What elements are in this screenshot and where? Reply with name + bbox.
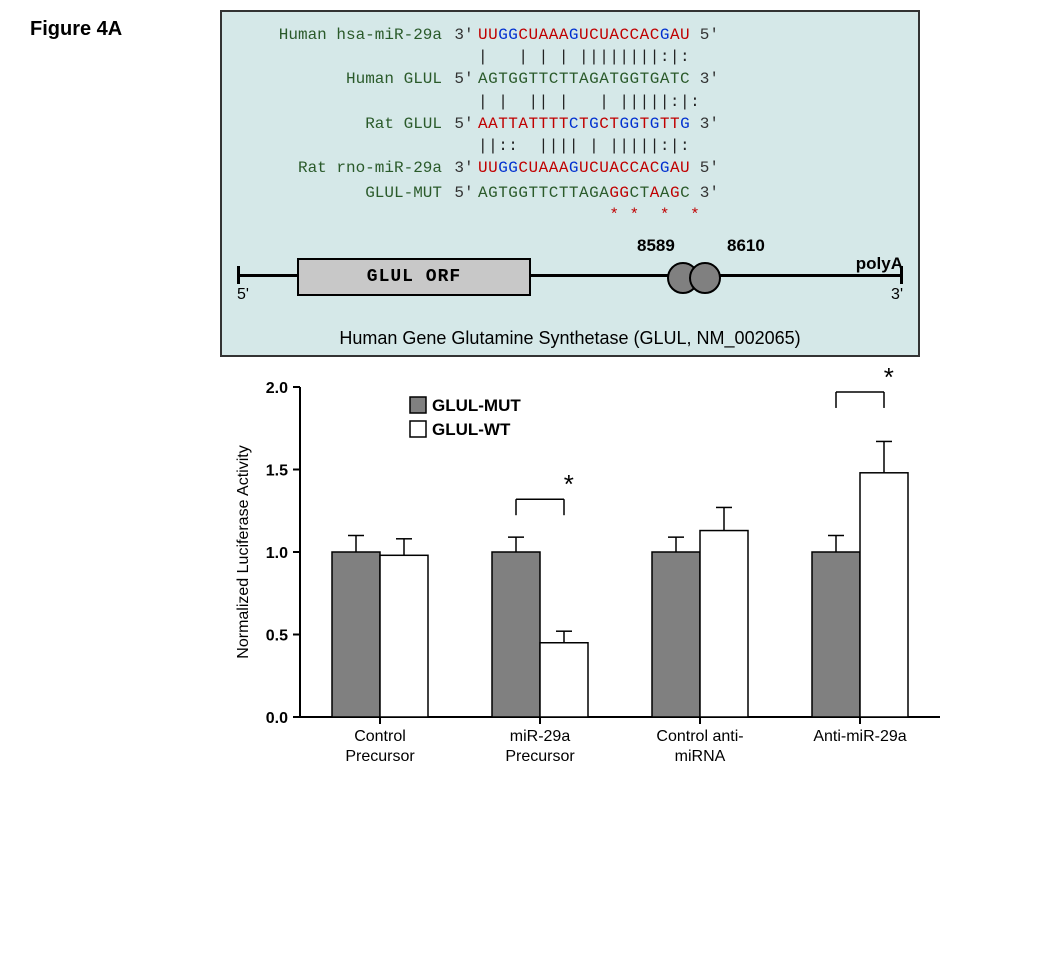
- seq-end-3p: 3': [690, 182, 718, 204]
- sequence-row: Rat rno-miR-29a3'UUGGCUAAAGUCUACCACGAU 5…: [237, 157, 903, 179]
- alignment-block: Human hsa-miR-29a3'UUGGCUAAAGUCUACCACGAU…: [237, 24, 903, 224]
- sequence-row: Human GLUL5'AGTGGTTCTTAGATGGTGATC 3': [237, 68, 903, 90]
- y-tick-label: 0.5: [266, 627, 288, 644]
- sequence-body: AATTATTTTCTGCTGGTGTTG: [478, 113, 690, 135]
- sequence-label: Human hsa-miR-29a: [237, 24, 450, 46]
- y-tick-label: 2.0: [266, 380, 288, 397]
- gene-caption: Human Gene Glutamine Synthetase (GLUL, N…: [237, 328, 903, 349]
- x-tick-label: Control: [354, 728, 406, 745]
- sequence-label: Rat rno-miR-29a: [237, 157, 450, 179]
- y-tick-label: 0.0: [266, 710, 288, 727]
- seq-end-3p: 5': [690, 24, 718, 46]
- alignment-ticks: | | | | ||||||||:|:: [237, 48, 903, 66]
- gene-polyA-label: polyA: [856, 254, 903, 274]
- legend-swatch: [410, 397, 426, 413]
- seq-end-3p: 3': [690, 113, 718, 135]
- x-tick-label: Control anti-: [656, 728, 743, 745]
- y-axis-label: Normalized Luciferase Activity: [235, 445, 252, 658]
- gene-diagram: GLUL ORF 8589 8610 polyA 5' 3': [237, 236, 903, 326]
- alignment-ticks: ||:: |||| | |||||:|:: [237, 137, 903, 155]
- sequence-row: GLUL-MUT5'AGTGGTTCTTAGAGGCTAAGC 3': [237, 182, 903, 204]
- sequence-body: UUGGCUAAAGUCUACCACGAU: [478, 24, 690, 46]
- sequence-body: AGTGGTTCTTAGATGGTGATC: [478, 68, 690, 90]
- bar: [812, 552, 860, 717]
- x-tick-label: Precursor: [345, 748, 415, 765]
- mutation-stars: * * * *: [237, 206, 903, 224]
- sequence-label: Rat GLUL: [237, 113, 450, 135]
- gene-tick-left: [237, 266, 240, 284]
- sequence-label: Human GLUL: [237, 68, 450, 90]
- x-tick-label: miR-29a: [510, 728, 571, 745]
- bar: [332, 552, 380, 717]
- bar: [540, 643, 588, 717]
- x-tick-label: Precursor: [505, 748, 575, 765]
- x-tick-label: Anti-miR-29a: [813, 728, 906, 745]
- luciferase-chart: 0.0 0.5 1.0 1.5 2.0 Normalized Luciferase Act…: [220, 367, 960, 807]
- sig-star: *: [564, 469, 574, 499]
- sequence-label: GLUL-MUT: [237, 182, 450, 204]
- sequence-body: AGTGGTTCTTAGAGGCTAAGC: [478, 182, 690, 204]
- gene-pos-8589: 8589: [637, 236, 675, 256]
- gene-three-prime: 3': [891, 286, 903, 304]
- legend-swatch: [410, 421, 426, 437]
- sig-star: *: [884, 367, 894, 392]
- bar: [492, 552, 540, 717]
- seq-end-5p: 5': [450, 182, 478, 204]
- legend-label: GLUL-MUT: [432, 396, 521, 415]
- seq-end-5p: 3': [450, 24, 478, 46]
- bar: [860, 473, 908, 717]
- gene-pos-8610: 8610: [727, 236, 765, 256]
- chart-svg: 0.0 0.5 1.0 1.5 2.0 Normalized Luciferase Act…: [220, 367, 960, 807]
- bar: [700, 531, 748, 717]
- sequence-row: Human hsa-miR-29a3'UUGGCUAAAGUCUACCACGAU…: [237, 24, 903, 46]
- seq-end-3p: 3': [690, 68, 718, 90]
- x-tick-label: miRNA: [675, 748, 726, 765]
- seq-end-3p: 5': [690, 157, 718, 179]
- seq-end-5p: 3': [450, 157, 478, 179]
- sequence-row: Rat GLUL5'AATTATTTTCTGCTGGTGTTG 3': [237, 113, 903, 135]
- bar: [380, 555, 428, 717]
- gene-five-prime: 5': [237, 286, 249, 304]
- gene-site-circle-2: [689, 262, 721, 294]
- alignment-ticks: | | || | | |||||:|:: [237, 93, 903, 111]
- alignment-panel: Human hsa-miR-29a3'UUGGCUAAAGUCUACCACGAU…: [220, 10, 920, 357]
- legend-label: GLUL-WT: [432, 420, 511, 439]
- y-tick-label: 1.0: [266, 545, 288, 562]
- seq-end-5p: 5': [450, 113, 478, 135]
- sequence-body: UUGGCUAAAGUCUACCACGAU: [478, 157, 690, 179]
- seq-end-5p: 5': [450, 68, 478, 90]
- figure-label: Figure 4A: [30, 18, 122, 41]
- gene-orf-box: GLUL ORF: [297, 258, 531, 296]
- bar: [652, 552, 700, 717]
- y-tick-label: 1.5: [266, 462, 288, 479]
